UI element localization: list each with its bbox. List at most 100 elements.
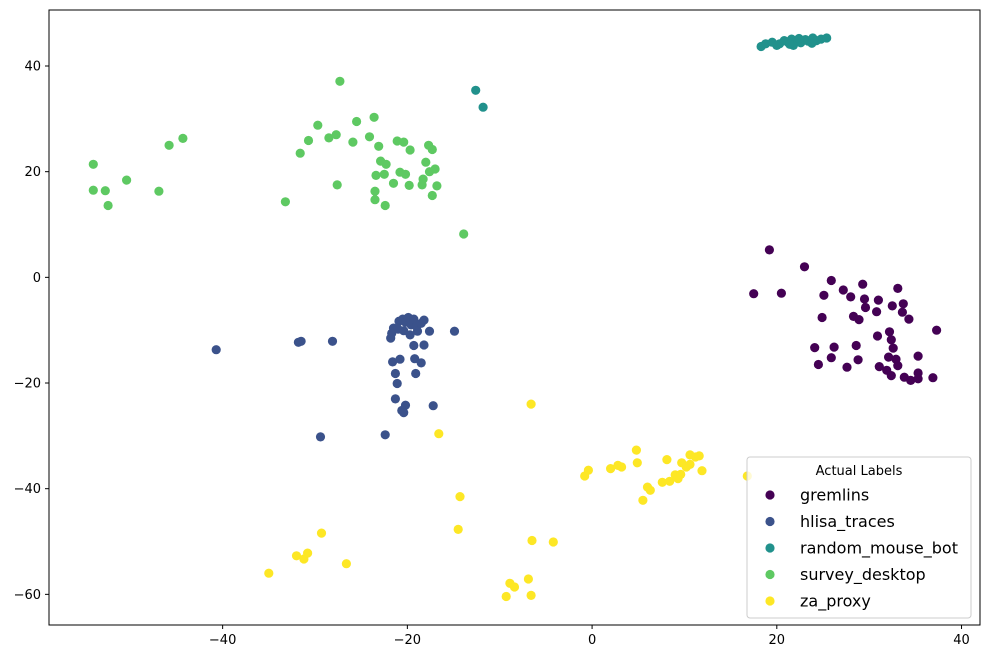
data-point bbox=[662, 455, 672, 465]
data-point bbox=[685, 459, 695, 469]
data-point bbox=[826, 353, 836, 363]
data-point bbox=[617, 462, 627, 472]
data-point bbox=[399, 137, 409, 147]
data-point bbox=[332, 180, 342, 190]
data-point bbox=[453, 524, 463, 535]
data-point bbox=[369, 112, 379, 122]
data-point bbox=[526, 590, 536, 601]
data-point bbox=[335, 76, 345, 86]
data-point bbox=[388, 357, 398, 367]
data-point bbox=[829, 342, 839, 352]
data-point bbox=[88, 159, 98, 169]
data-point bbox=[897, 307, 908, 317]
data-point bbox=[799, 262, 810, 272]
data-point bbox=[887, 301, 897, 311]
data-point bbox=[859, 294, 870, 304]
legend-label: za_proxy bbox=[800, 592, 871, 612]
data-point bbox=[606, 464, 616, 474]
data-point bbox=[154, 186, 164, 196]
legend-marker bbox=[765, 596, 775, 606]
data-point bbox=[785, 39, 795, 49]
legend-marker bbox=[765, 543, 775, 553]
data-point bbox=[913, 351, 923, 361]
data-point bbox=[211, 345, 221, 355]
data-point bbox=[638, 495, 648, 505]
data-point bbox=[416, 358, 426, 368]
data-point bbox=[291, 551, 302, 561]
y-tick-label: −20 bbox=[14, 377, 41, 392]
data-point bbox=[527, 535, 537, 546]
data-point bbox=[913, 374, 923, 384]
axes-frame bbox=[48, 9, 981, 626]
data-point bbox=[657, 477, 667, 487]
points-layer bbox=[88, 33, 942, 602]
data-point bbox=[381, 159, 391, 169]
data-point bbox=[411, 368, 421, 379]
data-point bbox=[872, 331, 883, 341]
data-point bbox=[324, 133, 334, 143]
data-point bbox=[906, 375, 916, 385]
data-point bbox=[404, 180, 414, 190]
data-point bbox=[419, 340, 429, 350]
data-point bbox=[88, 185, 98, 195]
data-point bbox=[509, 582, 520, 592]
legend-label: random_mouse_bot bbox=[800, 539, 958, 559]
data-point bbox=[822, 33, 832, 43]
data-point bbox=[303, 548, 313, 558]
data-point bbox=[860, 302, 871, 313]
data-point bbox=[449, 326, 460, 336]
x-tick-label: 0 bbox=[588, 633, 596, 648]
data-point bbox=[380, 200, 390, 211]
data-point bbox=[395, 354, 405, 364]
data-point bbox=[434, 429, 444, 439]
series-random-mouse-bot bbox=[471, 33, 832, 112]
legend-label: hlisa_traces bbox=[800, 512, 895, 532]
data-point bbox=[471, 85, 481, 95]
data-point bbox=[327, 336, 338, 346]
data-point bbox=[676, 469, 686, 479]
data-point bbox=[430, 164, 440, 174]
data-point bbox=[316, 528, 327, 538]
series-survey-desktop bbox=[88, 76, 469, 239]
data-point bbox=[888, 343, 898, 353]
data-point bbox=[874, 362, 884, 372]
data-point bbox=[526, 399, 536, 409]
data-point bbox=[810, 343, 820, 353]
data-point bbox=[772, 40, 782, 51]
y-tick-label: 40 bbox=[24, 60, 41, 75]
data-point bbox=[794, 33, 804, 44]
data-point bbox=[813, 359, 824, 370]
y-tick-label: 20 bbox=[24, 165, 41, 180]
data-point bbox=[427, 144, 437, 155]
data-point bbox=[428, 401, 438, 411]
data-point bbox=[313, 120, 323, 130]
data-point bbox=[393, 324, 403, 334]
data-point bbox=[370, 195, 380, 205]
data-point bbox=[501, 591, 511, 602]
data-point bbox=[370, 186, 380, 196]
y-tick-label: 0 bbox=[33, 271, 41, 286]
y-tick-label: −40 bbox=[14, 482, 41, 497]
data-point bbox=[280, 197, 290, 207]
data-point bbox=[399, 408, 409, 418]
data-point bbox=[100, 186, 110, 196]
legend-marker bbox=[765, 516, 775, 527]
data-point bbox=[632, 458, 642, 468]
data-point bbox=[122, 175, 132, 185]
data-point bbox=[826, 275, 836, 286]
data-point bbox=[421, 157, 431, 167]
data-point bbox=[178, 133, 188, 143]
legend-marker bbox=[765, 490, 775, 500]
series-za-proxy bbox=[264, 399, 752, 602]
data-point bbox=[409, 340, 419, 351]
data-point bbox=[932, 325, 942, 335]
data-point bbox=[846, 292, 856, 302]
x-tick-label: 40 bbox=[953, 633, 970, 648]
data-point bbox=[459, 229, 469, 239]
series-hlisa-traces bbox=[211, 312, 460, 442]
x-tick-label: 20 bbox=[769, 633, 786, 648]
data-point bbox=[418, 174, 428, 184]
data-point bbox=[427, 190, 437, 201]
data-point bbox=[390, 368, 400, 379]
